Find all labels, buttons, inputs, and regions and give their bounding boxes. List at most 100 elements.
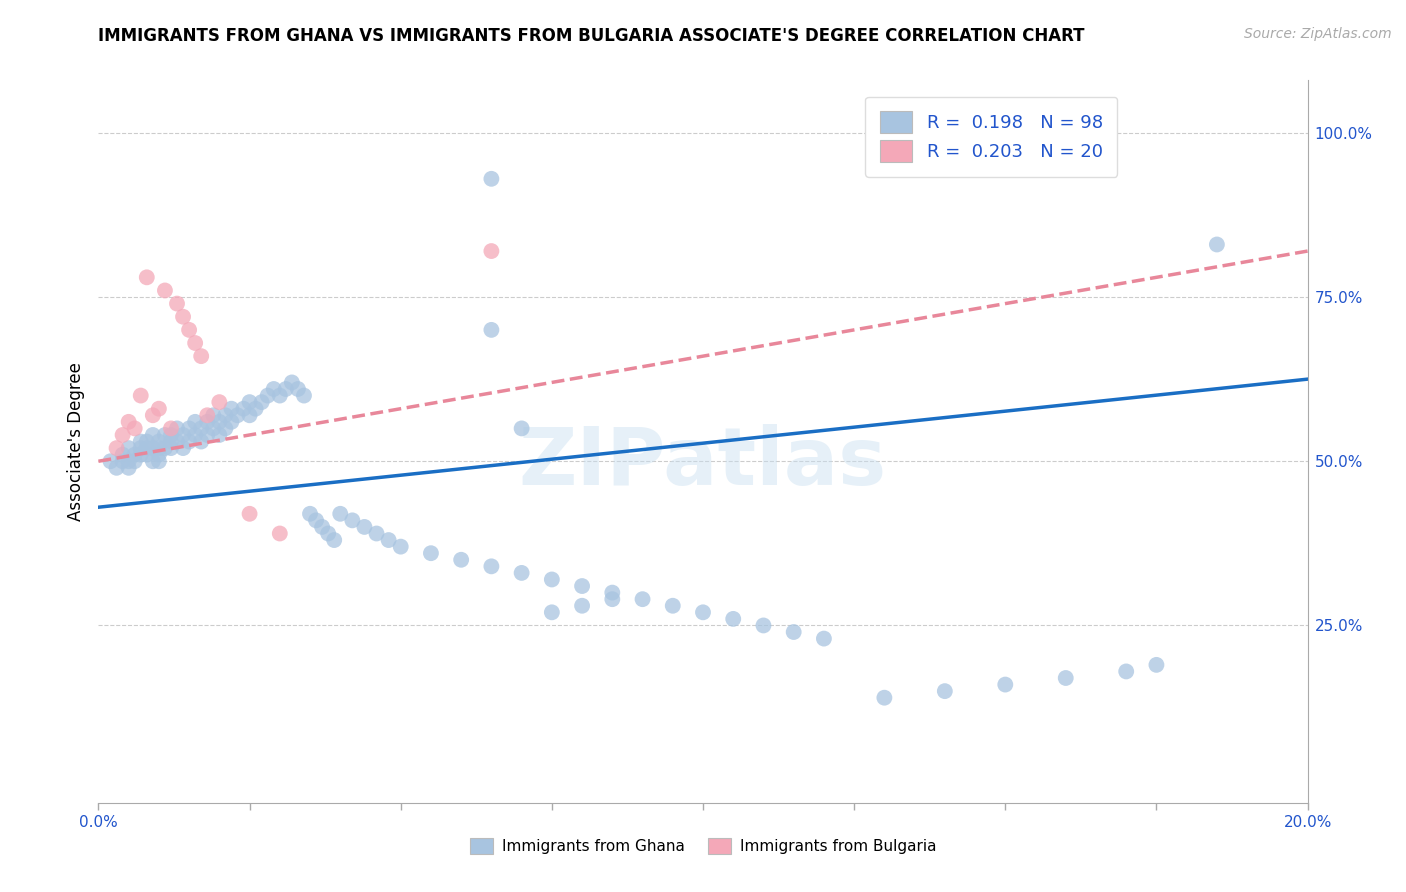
Point bbox=[994, 677, 1017, 691]
Point bbox=[221, 401, 243, 416]
Point bbox=[135, 448, 157, 462]
Point bbox=[179, 434, 201, 449]
Point bbox=[571, 579, 593, 593]
Text: IMMIGRANTS FROM GHANA VS IMMIGRANTS FROM BULGARIA ASSOCIATE'S DEGREE CORRELATION: IMMIGRANTS FROM GHANA VS IMMIGRANTS FROM… bbox=[98, 27, 1085, 45]
Point bbox=[172, 441, 194, 455]
Point bbox=[934, 684, 956, 698]
Point bbox=[166, 434, 188, 449]
Point bbox=[353, 520, 375, 534]
Point bbox=[214, 421, 236, 435]
Point bbox=[124, 448, 146, 462]
Point bbox=[342, 513, 364, 527]
Point bbox=[287, 382, 309, 396]
Point bbox=[208, 428, 231, 442]
Point bbox=[111, 428, 134, 442]
Point bbox=[208, 415, 231, 429]
Point bbox=[129, 434, 152, 449]
Text: ZIPatlas: ZIPatlas bbox=[519, 425, 887, 502]
Point bbox=[202, 421, 225, 435]
Point bbox=[142, 441, 165, 455]
Point bbox=[631, 592, 654, 607]
Point bbox=[118, 454, 141, 468]
Point bbox=[129, 388, 152, 402]
Legend: Immigrants from Ghana, Immigrants from Bulgaria: Immigrants from Ghana, Immigrants from B… bbox=[464, 832, 942, 860]
Point bbox=[274, 382, 297, 396]
Point bbox=[269, 526, 291, 541]
Point bbox=[142, 428, 165, 442]
Point bbox=[153, 428, 176, 442]
Point bbox=[153, 441, 176, 455]
Point bbox=[135, 441, 157, 455]
Point bbox=[129, 448, 152, 462]
Point bbox=[571, 599, 593, 613]
Point bbox=[184, 336, 207, 351]
Point bbox=[214, 409, 236, 423]
Point bbox=[129, 441, 152, 455]
Point bbox=[105, 460, 128, 475]
Point bbox=[190, 421, 212, 435]
Point bbox=[172, 310, 194, 324]
Point bbox=[111, 448, 134, 462]
Point bbox=[105, 441, 128, 455]
Point bbox=[148, 441, 170, 455]
Point bbox=[239, 395, 262, 409]
Point bbox=[111, 454, 134, 468]
Point bbox=[160, 434, 183, 449]
Point bbox=[179, 421, 201, 435]
Point bbox=[250, 395, 273, 409]
Point bbox=[752, 618, 775, 632]
Point bbox=[256, 388, 278, 402]
Point bbox=[124, 421, 146, 435]
Point bbox=[377, 533, 399, 547]
Point bbox=[135, 434, 157, 449]
Point bbox=[118, 441, 141, 455]
Point bbox=[195, 409, 218, 423]
Point bbox=[195, 415, 218, 429]
Point bbox=[723, 612, 745, 626]
Point bbox=[481, 559, 503, 574]
Point bbox=[148, 448, 170, 462]
Point bbox=[873, 690, 896, 705]
Point bbox=[148, 401, 170, 416]
Point bbox=[208, 395, 231, 409]
Point bbox=[1054, 671, 1077, 685]
Point bbox=[239, 409, 262, 423]
Point bbox=[602, 592, 624, 607]
Point bbox=[420, 546, 443, 560]
Point bbox=[263, 382, 285, 396]
Point bbox=[135, 270, 157, 285]
Point bbox=[232, 401, 254, 416]
Point bbox=[195, 428, 218, 442]
Point bbox=[184, 415, 207, 429]
Point bbox=[142, 409, 165, 423]
Point bbox=[118, 460, 141, 475]
Point bbox=[184, 428, 207, 442]
Point bbox=[124, 454, 146, 468]
Point bbox=[481, 171, 503, 186]
Point bbox=[221, 415, 243, 429]
Point bbox=[160, 421, 183, 435]
Point bbox=[311, 520, 333, 534]
Point bbox=[389, 540, 412, 554]
Point bbox=[540, 605, 562, 619]
Point bbox=[316, 526, 339, 541]
Point bbox=[179, 323, 201, 337]
Point bbox=[299, 507, 322, 521]
Point bbox=[239, 507, 262, 521]
Point bbox=[153, 284, 176, 298]
Point bbox=[481, 244, 503, 258]
Point bbox=[1115, 665, 1137, 679]
Point bbox=[100, 454, 122, 468]
Point bbox=[481, 323, 503, 337]
Point bbox=[450, 553, 472, 567]
Point bbox=[661, 599, 683, 613]
Point bbox=[166, 296, 188, 310]
Point bbox=[540, 573, 562, 587]
Text: Source: ZipAtlas.com: Source: ZipAtlas.com bbox=[1244, 27, 1392, 41]
Point bbox=[160, 441, 183, 455]
Point bbox=[142, 454, 165, 468]
Point bbox=[1206, 237, 1229, 252]
Point bbox=[783, 625, 806, 640]
Point bbox=[510, 566, 533, 580]
Point bbox=[1144, 657, 1167, 672]
